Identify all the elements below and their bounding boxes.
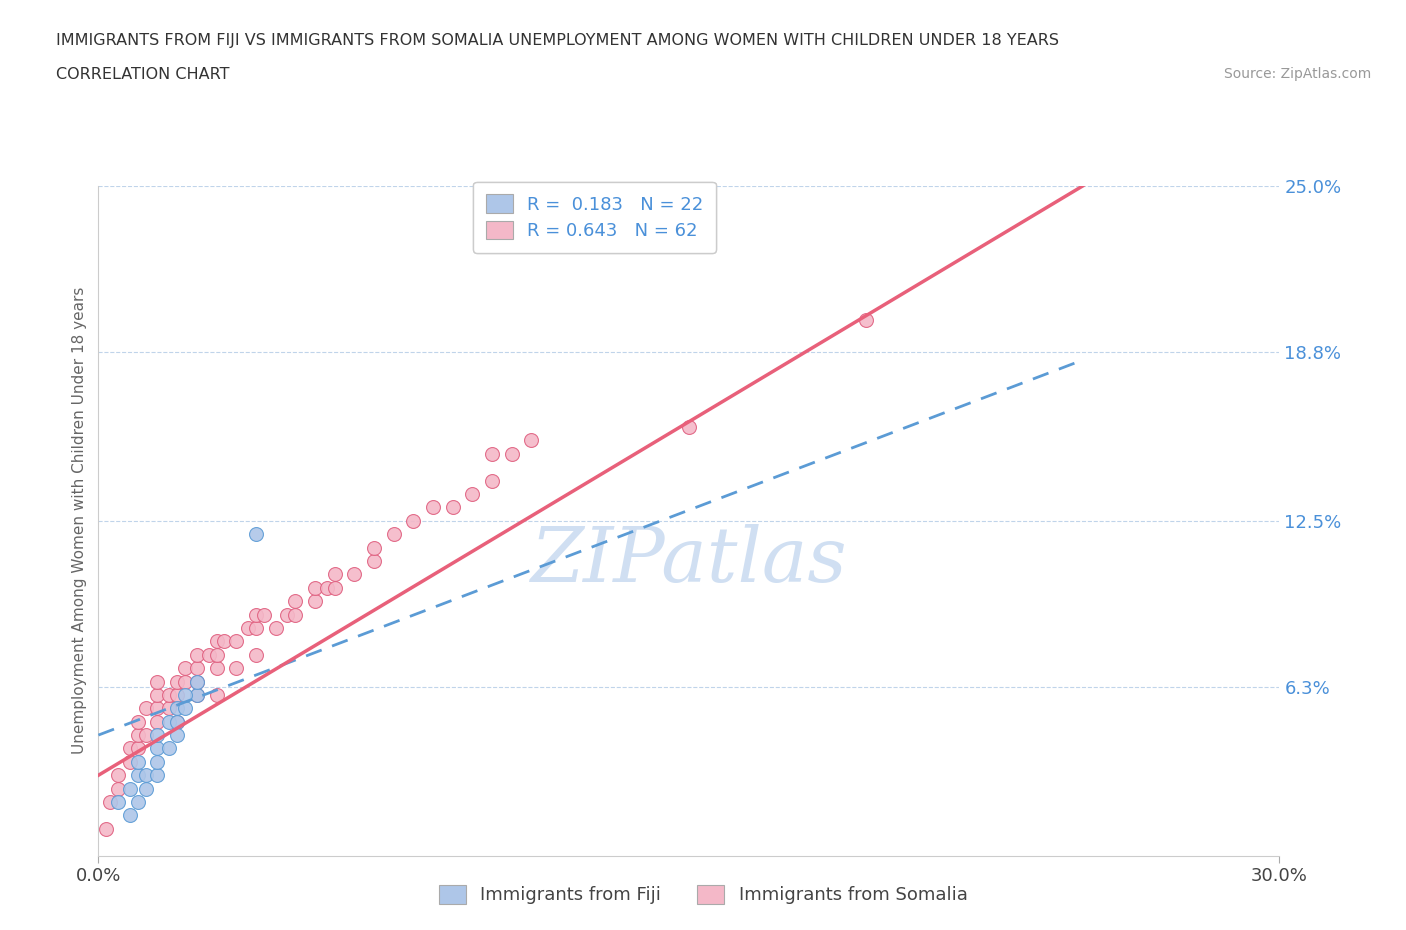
Point	[343, 567, 366, 582]
Point	[520, 433, 543, 448]
Point	[245, 526, 267, 541]
Point	[146, 754, 169, 769]
Point	[186, 687, 208, 702]
Point	[481, 446, 503, 461]
Text: CORRELATION CHART: CORRELATION CHART	[56, 67, 229, 82]
Point	[107, 781, 129, 796]
Point	[157, 701, 180, 716]
Point	[146, 674, 169, 689]
Point	[98, 794, 121, 809]
Text: ZIPatlas: ZIPatlas	[530, 524, 848, 598]
Point	[174, 660, 197, 675]
Point	[441, 500, 464, 515]
Point	[146, 714, 169, 729]
Point	[205, 687, 228, 702]
Point	[107, 768, 129, 783]
Point	[135, 701, 157, 716]
Point	[127, 754, 149, 769]
Point	[96, 821, 118, 836]
Point	[135, 768, 157, 783]
Text: Source: ZipAtlas.com: Source: ZipAtlas.com	[1223, 67, 1371, 81]
Point	[205, 634, 228, 649]
Point	[197, 647, 219, 662]
Point	[284, 593, 307, 608]
Point	[166, 687, 188, 702]
Point	[284, 607, 307, 622]
Point	[166, 714, 188, 729]
Point	[174, 674, 197, 689]
Point	[205, 647, 228, 662]
Point	[245, 607, 267, 622]
Point	[127, 741, 149, 756]
Y-axis label: Unemployment Among Women with Children Under 18 years: Unemployment Among Women with Children U…	[72, 287, 87, 754]
Point	[157, 714, 180, 729]
Point	[127, 714, 149, 729]
Point	[186, 674, 208, 689]
Point	[253, 607, 276, 622]
Point	[363, 540, 385, 555]
Point	[146, 727, 169, 742]
Point	[214, 634, 236, 649]
Point	[264, 620, 287, 635]
Point	[304, 593, 326, 608]
Point	[166, 727, 188, 742]
Point	[186, 687, 208, 702]
Point	[186, 674, 208, 689]
Point	[127, 727, 149, 742]
Point	[323, 567, 346, 582]
Point	[135, 781, 157, 796]
Point	[304, 580, 326, 595]
Legend: R =  0.183   N = 22, R = 0.643   N = 62: R = 0.183 N = 22, R = 0.643 N = 62	[472, 181, 716, 253]
Point	[157, 741, 180, 756]
Point	[107, 794, 129, 809]
Point	[118, 781, 141, 796]
Point	[276, 607, 298, 622]
Point	[382, 526, 405, 541]
Point	[245, 647, 267, 662]
Point	[127, 794, 149, 809]
Point	[174, 701, 197, 716]
Point	[118, 741, 141, 756]
Point	[157, 687, 180, 702]
Point	[118, 754, 141, 769]
Point	[422, 500, 444, 515]
Text: IMMIGRANTS FROM FIJI VS IMMIGRANTS FROM SOMALIA UNEMPLOYMENT AMONG WOMEN WITH CH: IMMIGRANTS FROM FIJI VS IMMIGRANTS FROM …	[56, 33, 1059, 47]
Point	[146, 687, 169, 702]
Point	[323, 580, 346, 595]
Point	[166, 714, 188, 729]
Point	[245, 620, 267, 635]
Point	[186, 647, 208, 662]
Point	[127, 768, 149, 783]
Point	[461, 486, 484, 501]
Point	[135, 727, 157, 742]
Point	[855, 312, 877, 327]
Point	[174, 687, 197, 702]
Point	[166, 701, 188, 716]
Point	[678, 419, 700, 434]
Point	[501, 446, 523, 461]
Point	[205, 660, 228, 675]
Point	[146, 741, 169, 756]
Point	[236, 620, 259, 635]
Point	[225, 634, 247, 649]
Point	[146, 701, 169, 716]
Point	[118, 808, 141, 823]
Point	[402, 513, 425, 528]
Point	[315, 580, 337, 595]
Point	[481, 473, 503, 488]
Point	[186, 660, 208, 675]
Point	[363, 553, 385, 568]
Point	[225, 660, 247, 675]
Legend: Immigrants from Fiji, Immigrants from Somalia: Immigrants from Fiji, Immigrants from So…	[432, 878, 974, 911]
Point	[146, 768, 169, 783]
Point	[166, 674, 188, 689]
